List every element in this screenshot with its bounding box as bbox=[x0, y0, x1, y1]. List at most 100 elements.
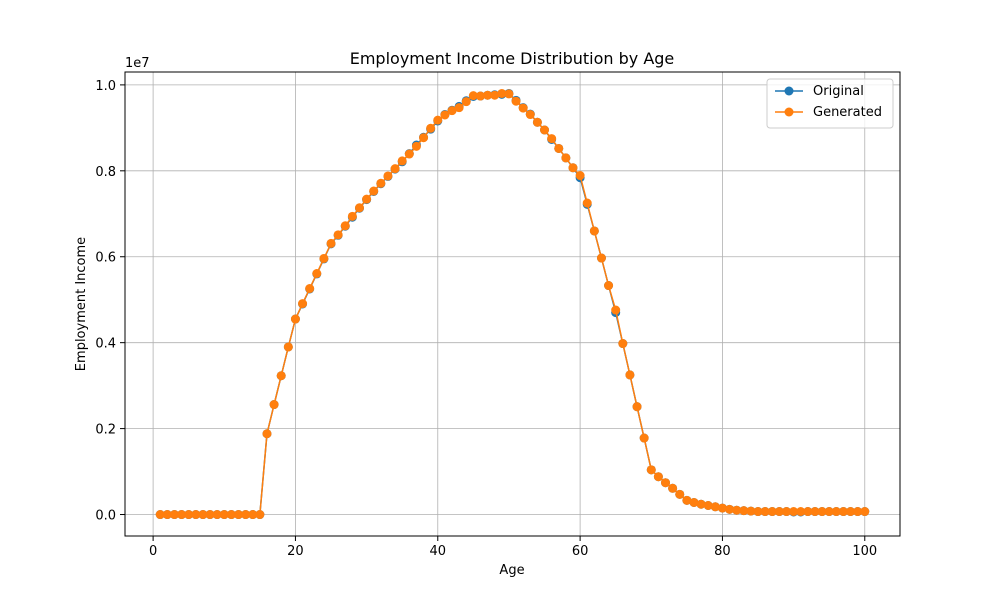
data-point-generated bbox=[234, 510, 244, 520]
data-point-generated bbox=[561, 153, 571, 163]
data-point-generated bbox=[554, 143, 564, 153]
data-point-generated bbox=[497, 88, 507, 98]
data-point-generated bbox=[703, 501, 713, 510]
data-point-generated bbox=[262, 429, 272, 439]
data-point-generated bbox=[739, 506, 749, 516]
x-tick-label: 60 bbox=[572, 544, 589, 559]
data-point-generated bbox=[632, 402, 642, 412]
data-point-generated bbox=[789, 507, 799, 517]
data-point-generated bbox=[219, 510, 229, 520]
data-point-generated bbox=[276, 371, 286, 381]
data-point-generated bbox=[611, 305, 621, 315]
data-point-generated bbox=[575, 171, 585, 181]
data-point-generated bbox=[803, 507, 813, 517]
y-tick-label: 0.8 bbox=[95, 165, 116, 180]
data-point-generated bbox=[725, 504, 735, 514]
data-point-generated bbox=[582, 198, 592, 208]
data-point-generated bbox=[283, 342, 293, 352]
data-point-generated bbox=[447, 106, 457, 116]
data-point-generated bbox=[354, 203, 364, 213]
data-point-generated bbox=[540, 125, 550, 135]
data-point-generated bbox=[205, 510, 215, 520]
data-point-generated bbox=[426, 123, 436, 133]
y-axis: 0.0 0.2 0.4 0.6 0.8 1.0 bbox=[95, 79, 125, 524]
data-point-generated bbox=[312, 269, 322, 278]
y-offset-text: 1e7 bbox=[125, 56, 150, 71]
data-point-generated bbox=[846, 507, 856, 517]
data-point-generated bbox=[433, 115, 443, 125]
data-point-generated bbox=[326, 238, 336, 248]
data-point-generated bbox=[212, 510, 222, 520]
x-axis: 0 20 40 60 80 100 bbox=[149, 536, 877, 559]
series-generated bbox=[155, 88, 870, 520]
data-point-generated bbox=[340, 221, 350, 231]
data-point-generated bbox=[248, 510, 258, 520]
data-point-generated bbox=[710, 502, 720, 512]
data-point-generated bbox=[817, 507, 827, 517]
data-point-generated bbox=[589, 226, 599, 236]
data-point-generated bbox=[639, 433, 649, 443]
data-point-generated bbox=[753, 507, 763, 517]
y-axis-label: Employment Income bbox=[74, 237, 89, 371]
data-point-generated bbox=[155, 510, 165, 520]
data-point-generated bbox=[333, 230, 343, 240]
data-point-generated bbox=[625, 370, 635, 380]
data-point-generated bbox=[162, 510, 172, 520]
data-point-generated bbox=[732, 505, 742, 515]
data-point-generated bbox=[532, 117, 542, 127]
data-point-generated bbox=[717, 503, 727, 513]
data-point-generated bbox=[511, 96, 521, 106]
series-layer bbox=[155, 88, 870, 520]
data-point-generated bbox=[675, 489, 685, 499]
x-tick-label: 40 bbox=[430, 544, 447, 559]
data-point-generated bbox=[376, 178, 386, 188]
y-tick-label: 0.0 bbox=[95, 509, 116, 524]
data-point-generated bbox=[860, 507, 870, 517]
data-point-generated bbox=[504, 89, 514, 99]
data-point-generated bbox=[169, 510, 179, 520]
data-point-generated bbox=[618, 339, 628, 349]
data-point-generated bbox=[454, 103, 464, 113]
data-point-generated bbox=[404, 149, 414, 159]
data-point-generated bbox=[796, 507, 806, 517]
data-point-generated bbox=[419, 133, 429, 143]
data-point-generated bbox=[191, 510, 201, 520]
data-point-generated bbox=[774, 507, 784, 517]
x-tick-label: 80 bbox=[714, 544, 731, 559]
data-point-generated bbox=[290, 314, 300, 324]
data-point-generated bbox=[518, 103, 528, 113]
data-point-generated bbox=[269, 400, 279, 410]
data-point-generated bbox=[696, 499, 706, 509]
data-point-generated bbox=[440, 110, 450, 120]
data-point-generated bbox=[781, 507, 791, 517]
legend-marker-original bbox=[784, 86, 794, 96]
data-point-generated bbox=[604, 281, 614, 291]
data-point-generated bbox=[525, 110, 535, 120]
data-point-generated bbox=[298, 299, 308, 309]
data-point-generated bbox=[483, 90, 493, 100]
data-point-generated bbox=[646, 465, 656, 475]
data-point-generated bbox=[184, 510, 194, 520]
y-tick-label: 0.4 bbox=[95, 337, 116, 352]
data-point-generated bbox=[767, 507, 777, 517]
data-point-generated bbox=[241, 510, 251, 520]
data-point-generated bbox=[760, 507, 770, 517]
data-point-generated bbox=[668, 483, 678, 493]
data-point-generated bbox=[596, 253, 606, 263]
x-axis-label: Age bbox=[499, 563, 524, 578]
y-tick-label: 0.6 bbox=[95, 251, 116, 266]
data-point-generated bbox=[689, 497, 699, 507]
data-point-generated bbox=[177, 510, 187, 520]
data-point-generated bbox=[838, 507, 848, 517]
data-point-generated bbox=[831, 507, 841, 517]
data-point-generated bbox=[490, 90, 500, 100]
y-tick-label: 0.2 bbox=[95, 423, 116, 438]
y-tick-label: 1.0 bbox=[95, 79, 116, 94]
data-point-generated bbox=[661, 478, 671, 488]
data-point-generated bbox=[853, 507, 863, 517]
chart-title: Employment Income Distribution by Age bbox=[350, 49, 675, 68]
data-point-generated bbox=[682, 495, 692, 505]
data-point-generated bbox=[305, 284, 315, 294]
x-tick-label: 20 bbox=[287, 544, 304, 559]
